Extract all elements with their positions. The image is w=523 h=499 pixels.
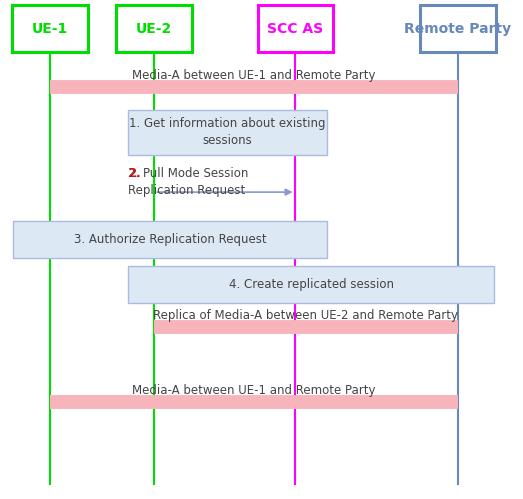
Text: 3. Authorize Replication Request: 3. Authorize Replication Request: [74, 233, 266, 246]
Bar: [116, 5, 192, 52]
Text: Media-A between UE-1 and Remote Party: Media-A between UE-1 and Remote Party: [132, 384, 376, 397]
Bar: [257, 5, 334, 52]
Text: 4. Create replicated session: 4. Create replicated session: [229, 278, 394, 291]
Text: UE-1: UE-1: [31, 21, 68, 36]
Text: 2. Pull Mode Session
Replication Request: 2. Pull Mode Session Replication Request: [128, 167, 248, 197]
Text: 1.: 1.: [221, 120, 234, 133]
Text: 2.: 2.: [128, 167, 141, 180]
Text: Replica of Media-A between UE-2 and Remote Party: Replica of Media-A between UE-2 and Remo…: [153, 309, 459, 322]
Bar: [128, 265, 494, 303]
Text: 1. Get information about existing
sessions: 1. Get information about existing sessio…: [129, 117, 326, 147]
Bar: [128, 110, 327, 155]
Bar: [12, 5, 87, 52]
Text: Remote Party: Remote Party: [404, 21, 511, 36]
Text: 3.: 3.: [164, 233, 176, 246]
Text: UE-2: UE-2: [136, 21, 173, 36]
Bar: [419, 5, 496, 52]
Text: SCC AS: SCC AS: [267, 21, 324, 36]
Text: Media-A between UE-1 and Remote Party: Media-A between UE-1 and Remote Party: [132, 69, 376, 82]
Text: 4.: 4.: [305, 278, 317, 291]
Bar: [13, 221, 327, 258]
